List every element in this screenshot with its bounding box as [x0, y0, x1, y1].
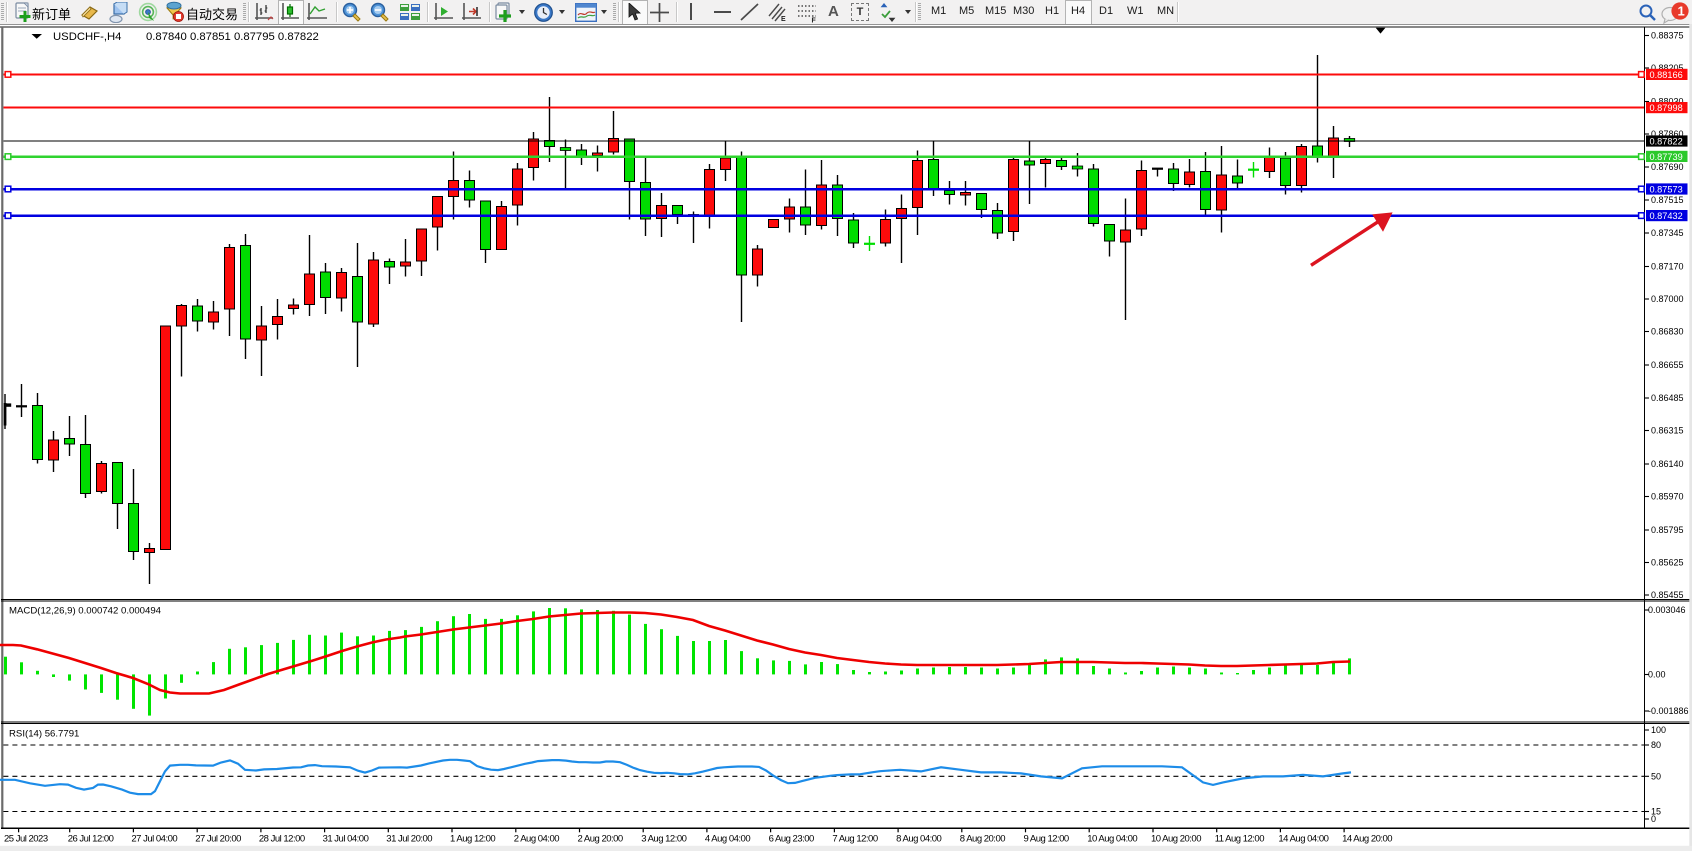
svg-text:0.86315: 0.86315	[1651, 426, 1684, 436]
svg-text:3 Aug 12:00: 3 Aug 12:00	[641, 834, 686, 845]
svg-text:0.88205: 0.88205	[1651, 63, 1684, 73]
svg-text:0.86140: 0.86140	[1651, 459, 1684, 469]
svg-text:27 Jul 20:00: 27 Jul 20:00	[195, 834, 241, 845]
svg-text:0.87515: 0.87515	[1651, 195, 1684, 205]
svg-text:0.87690: 0.87690	[1651, 162, 1684, 172]
svg-text:0.86485: 0.86485	[1651, 393, 1684, 403]
svg-text:1 Aug 12:00: 1 Aug 12:00	[450, 834, 495, 845]
svg-text:USDCHF-,H4: USDCHF-,H4	[53, 31, 121, 43]
svg-text:-0.001886: -0.001886	[1648, 706, 1689, 716]
svg-text:2 Aug 20:00: 2 Aug 20:00	[578, 834, 623, 845]
svg-text:0.87170: 0.87170	[1651, 262, 1684, 272]
svg-text:80: 80	[1651, 740, 1661, 750]
svg-text:31 Jul 20:00: 31 Jul 20:00	[386, 834, 432, 845]
svg-text:14 Aug 04:00: 14 Aug 04:00	[1278, 834, 1328, 845]
svg-text:14 Aug 20:00: 14 Aug 20:00	[1342, 834, 1392, 845]
svg-text:31 Jul 04:00: 31 Jul 04:00	[323, 834, 369, 845]
svg-text:0.88030: 0.88030	[1651, 97, 1684, 107]
svg-text:MACD(12,26,9) 0.000742 0.00049: MACD(12,26,9) 0.000742 0.000494	[9, 606, 162, 617]
svg-text:8 Aug 04:00: 8 Aug 04:00	[896, 834, 941, 845]
svg-text:0.86655: 0.86655	[1651, 360, 1684, 370]
svg-text:10 Aug 20:00: 10 Aug 20:00	[1151, 834, 1201, 845]
svg-text:7 Aug 12:00: 7 Aug 12:00	[832, 834, 877, 845]
svg-text:0.00: 0.00	[1648, 670, 1666, 680]
svg-text:1: 1	[1678, 4, 1685, 19]
svg-text:0.003046: 0.003046	[1648, 605, 1686, 615]
svg-text:27 Jul 04:00: 27 Jul 04:00	[131, 834, 177, 845]
svg-text:8 Aug 20:00: 8 Aug 20:00	[960, 834, 1005, 845]
svg-text:0: 0	[1651, 814, 1656, 824]
svg-text:0.87998: 0.87998	[1650, 103, 1683, 113]
svg-text:9 Aug 12:00: 9 Aug 12:00	[1024, 834, 1069, 845]
svg-text:6 Aug 23:00: 6 Aug 23:00	[769, 834, 814, 845]
svg-text:10 Aug 04:00: 10 Aug 04:00	[1087, 834, 1137, 845]
svg-text:4 Aug 04:00: 4 Aug 04:00	[705, 834, 750, 845]
svg-text:0.85625: 0.85625	[1651, 558, 1684, 568]
svg-text:F: F	[812, 18, 817, 24]
svg-text:0.87739: 0.87739	[1650, 152, 1683, 162]
svg-text:0.87840 0.87851 0.87795 0.8782: 0.87840 0.87851 0.87795 0.87822	[146, 31, 319, 43]
svg-text:0.88166: 0.88166	[1650, 70, 1683, 80]
svg-text:0.87432: 0.87432	[1650, 211, 1683, 221]
svg-text:0.87000: 0.87000	[1651, 294, 1684, 304]
svg-text:0.86830: 0.86830	[1651, 327, 1684, 337]
svg-text:0.85455: 0.85455	[1651, 590, 1684, 600]
svg-text:11 Aug 12:00: 11 Aug 12:00	[1215, 834, 1265, 845]
svg-text:0.87860: 0.87860	[1651, 129, 1684, 139]
svg-text:0.88375: 0.88375	[1651, 31, 1684, 41]
svg-text:15: 15	[1651, 807, 1661, 817]
svg-text:28 Jul 12:00: 28 Jul 12:00	[259, 834, 305, 845]
svg-text:100: 100	[1651, 725, 1666, 735]
svg-text:25 Jul 2023: 25 Jul 2023	[4, 834, 48, 845]
svg-text:0.85970: 0.85970	[1651, 492, 1684, 502]
svg-text:50: 50	[1651, 772, 1661, 782]
svg-text:E: E	[781, 16, 786, 23]
svg-text:0.87345: 0.87345	[1651, 228, 1684, 238]
svg-text:0.87822: 0.87822	[1650, 136, 1683, 146]
svg-text:26 Jul 12:00: 26 Jul 12:00	[68, 834, 114, 845]
svg-text:0.85795: 0.85795	[1651, 525, 1684, 535]
svg-text:RSI(14) 56.7791: RSI(14) 56.7791	[9, 729, 79, 740]
svg-text:2 Aug 04:00: 2 Aug 04:00	[514, 834, 559, 845]
svg-text:0.87573: 0.87573	[1650, 184, 1683, 194]
